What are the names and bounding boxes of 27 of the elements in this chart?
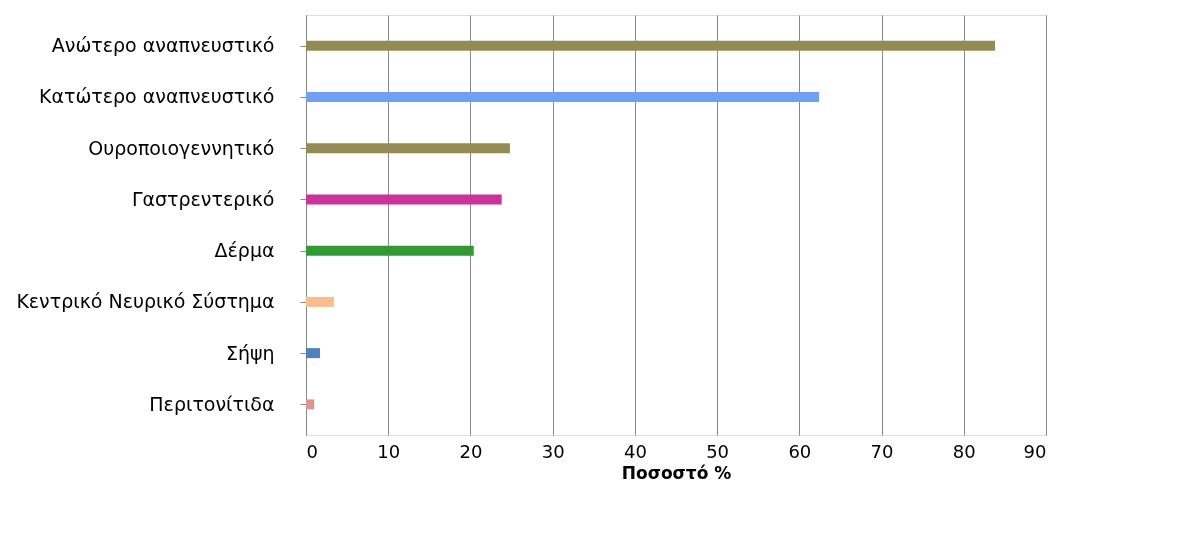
x-tick-label: 20 [459,440,483,462]
bar [306,91,820,102]
y-tick-label: Κεντρικό Νευρικό Σύστημα [16,290,275,313]
x-tick-label: 10 [377,440,401,462]
x-tick-label: 30 [541,440,565,462]
x-tick-label: 40 [623,440,647,462]
y-tick-label: Κατώτερο αναπνευστικό [39,85,275,108]
y-tick-label: Δέρμα [214,239,275,262]
bar [306,296,334,307]
y-tick-label: Ουροποιογεννητικό [88,136,275,159]
x-tick-label: 50 [706,440,730,462]
bar [306,143,510,154]
x-axis-title: Ποσοστό % [621,462,732,483]
x-tick-label: 70 [870,440,894,462]
bar [306,245,474,256]
bar [306,194,502,205]
bar [306,399,315,410]
bar [306,348,320,359]
x-tick-label: 60 [788,440,812,462]
y-tick-label: Γαστρεντερικό [131,187,275,210]
y-tick-label: Ανώτερο αναπνευστικό [51,34,275,57]
bar [306,40,996,51]
x-tick-label: 90 [1023,440,1047,462]
x-tick-label: 0 [306,440,318,462]
y-tick-label: Περιτονίτιδα [149,392,275,415]
x-tick-label: 80 [952,440,976,462]
y-tick-label: Σήψη [225,341,275,364]
